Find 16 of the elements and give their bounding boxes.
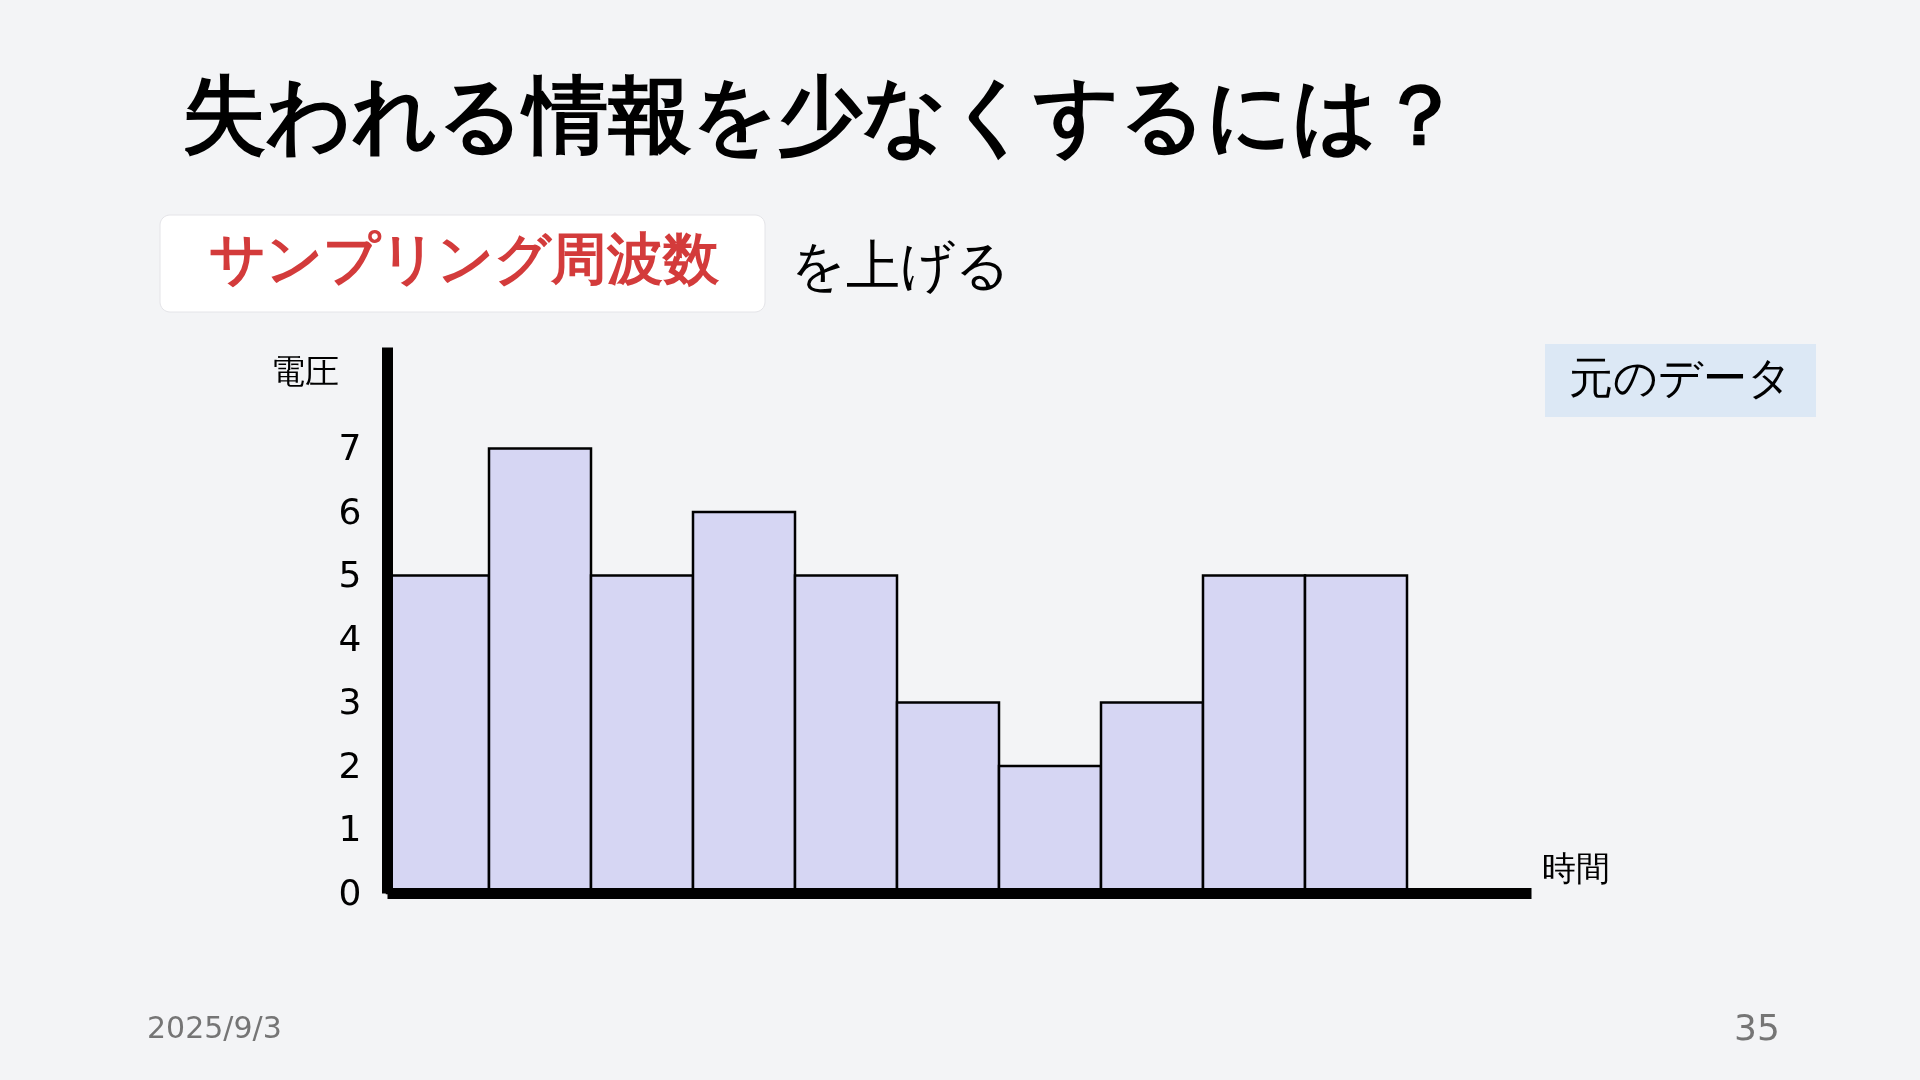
y-tick-label: 0: [338, 871, 362, 913]
y-tick-label: 3: [338, 681, 362, 723]
y-tick-label: 4: [338, 617, 362, 659]
y-axis-title: 電圧: [270, 350, 339, 391]
y-tick-label: 1: [338, 808, 362, 850]
chart-subtitle: サンプリング周波数: [209, 226, 720, 291]
y-tick-label: 6: [338, 490, 362, 532]
chart-title: 失われる情報を少なくするには？: [182, 65, 1462, 164]
text: 元のデータ: [1568, 352, 1792, 403]
y-tick-label: 2: [338, 744, 362, 786]
text: 35: [1734, 1007, 1780, 1048]
x-axis-title: 時間: [1541, 847, 1610, 888]
y-tick-label: 5: [338, 554, 362, 596]
text: を上げる: [791, 234, 1010, 297]
y-tick-label: 7: [338, 427, 362, 469]
text: 2025/9/3: [147, 1010, 282, 1045]
